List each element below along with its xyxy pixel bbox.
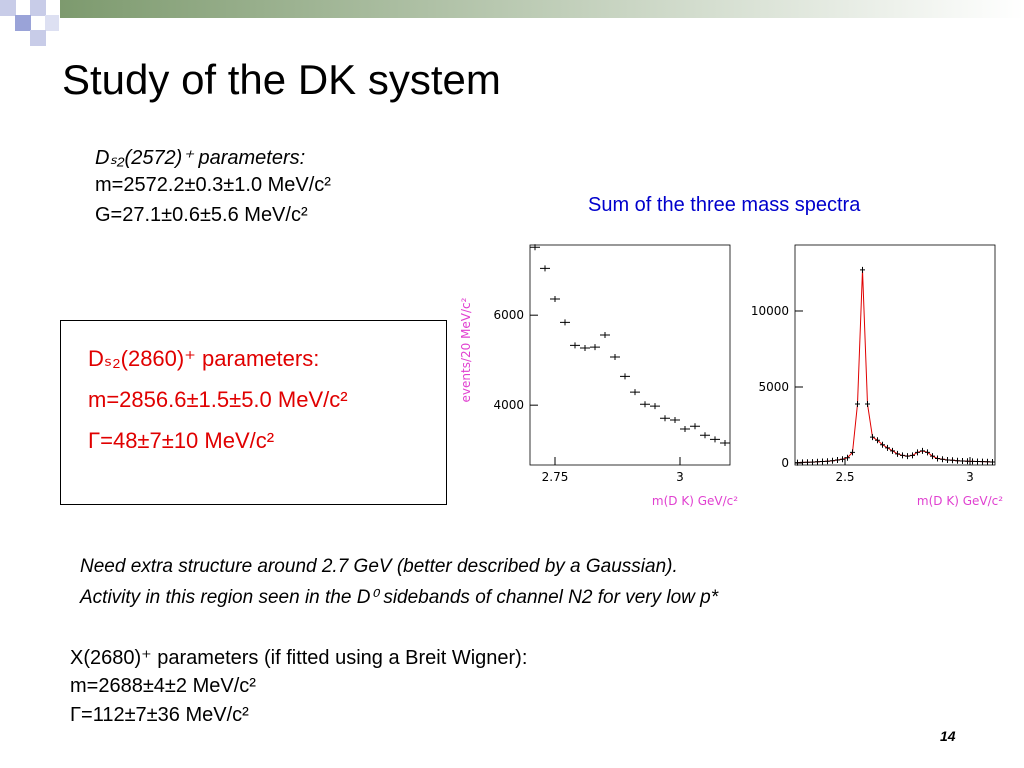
data-point <box>855 401 860 408</box>
decor-square <box>15 15 31 31</box>
x-axis-label: m(D K) GeV/c² <box>652 494 738 508</box>
data-point <box>540 265 550 272</box>
data-point <box>690 423 700 430</box>
data-point <box>965 458 970 465</box>
data-point <box>875 437 880 444</box>
text-line: Activity in this region seen in the D⁰ s… <box>80 587 719 608</box>
data-point <box>835 456 840 463</box>
data-point <box>920 447 925 454</box>
data-point <box>840 456 845 463</box>
text-line: m=2856.6±1.5±5.0 MeV/c² <box>88 387 348 412</box>
data-point <box>945 456 950 463</box>
text-line: Dₛ₂(2572)⁺ parameters: <box>95 147 306 169</box>
data-point <box>970 458 975 465</box>
data-point <box>720 439 730 446</box>
data-point <box>700 432 710 439</box>
text-line: G=27.1±0.6±5.6 MeV/c² <box>95 204 308 226</box>
data-point <box>590 344 600 351</box>
text-line: Γ=112±7±36 MeV/c² <box>70 704 249 726</box>
title-bar <box>60 0 1024 18</box>
data-point <box>620 373 630 380</box>
x-tick-label: 2.75 <box>542 470 569 484</box>
y-tick-label: 5000 <box>758 380 789 394</box>
data-point <box>830 457 835 464</box>
x-tick-label: 2.5 <box>835 470 854 484</box>
data-point <box>710 436 720 443</box>
plot-frame <box>794 244 996 466</box>
y-tick-label: 0 <box>781 456 789 470</box>
data-point <box>815 458 820 465</box>
data-point <box>530 244 540 251</box>
data-point <box>925 449 930 456</box>
x-tick-label: 3 <box>676 470 684 484</box>
data-point <box>850 449 855 456</box>
data-point <box>985 458 990 465</box>
data-point <box>900 452 905 459</box>
data-point <box>910 452 915 459</box>
data-point <box>870 434 875 441</box>
data-point <box>880 441 885 448</box>
fit-curve <box>797 269 993 464</box>
data-point <box>805 459 810 466</box>
data-point <box>670 417 680 424</box>
y-tick-label: 6000 <box>493 308 524 322</box>
text-line: Need extra structure around 2.7 GeV (bet… <box>80 556 678 577</box>
data-point <box>600 331 610 338</box>
data-point <box>630 389 640 396</box>
data-point <box>950 457 955 464</box>
data-point <box>865 401 870 408</box>
data-point <box>845 454 850 461</box>
data-point <box>935 455 940 462</box>
data-point <box>930 453 935 460</box>
x-tick-label: 3 <box>966 470 974 484</box>
data-point <box>640 401 650 408</box>
data-point <box>800 459 805 466</box>
text-line: X(2680)⁺ parameters (if fitted using a B… <box>70 647 528 669</box>
data-point <box>960 458 965 465</box>
data-point <box>550 295 560 302</box>
data-point <box>795 459 800 466</box>
text-line: Γ=48±7±10 MeV/c² <box>88 428 275 453</box>
y-axis-label: events/20 MeV/c² <box>459 297 473 402</box>
data-point <box>825 458 830 465</box>
caption: Sum of the three mass spectra <box>588 194 861 216</box>
slide-title: Study of the DK system <box>62 56 501 103</box>
data-point <box>860 266 865 273</box>
data-point <box>820 458 825 465</box>
decor-square <box>30 30 46 46</box>
data-point <box>990 458 995 465</box>
data-point <box>660 415 670 422</box>
y-tick-label: 4000 <box>493 398 524 412</box>
decor-square <box>30 0 46 16</box>
data-point <box>895 450 900 457</box>
data-point <box>560 319 570 326</box>
x-axis-label: m(D K) GeV/c² <box>917 494 1003 508</box>
decor-square <box>0 0 16 16</box>
data-point <box>680 426 690 433</box>
y-tick-label: 10000 <box>751 304 789 318</box>
plot-frame <box>529 244 731 466</box>
data-point <box>905 453 910 460</box>
data-point <box>940 456 945 463</box>
data-point <box>975 458 980 465</box>
text-line: Dₛ₂(2860)⁺ parameters: <box>88 346 320 371</box>
text-line: m=2572.2±0.3±1.0 MeV/c² <box>95 174 331 196</box>
data-point <box>610 354 620 361</box>
text-box <box>60 320 447 505</box>
data-point <box>890 447 895 454</box>
data-point <box>570 342 580 349</box>
data-point <box>915 449 920 456</box>
data-point <box>885 444 890 451</box>
data-point <box>980 458 985 465</box>
page-number: 14 <box>940 728 956 744</box>
decor-square <box>45 15 59 31</box>
data-point <box>650 403 660 410</box>
data-point <box>810 459 815 466</box>
text-line: m=2688±4±2 MeV/c² <box>70 675 256 697</box>
data-point <box>580 345 590 352</box>
data-point <box>955 457 960 464</box>
